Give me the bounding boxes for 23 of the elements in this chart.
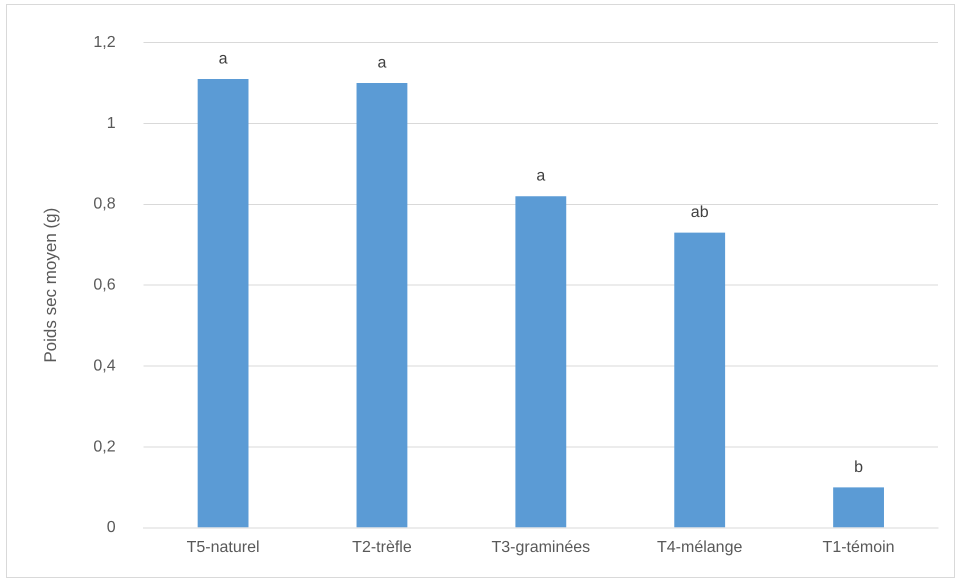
bar bbox=[674, 232, 726, 528]
x-tick-label: T2-trèfle bbox=[352, 538, 412, 556]
y-tick-label: 0,4 bbox=[93, 357, 116, 374]
x-tick-label: T1-témoin bbox=[822, 538, 895, 556]
x-tick-label: T3-graminées bbox=[491, 538, 590, 556]
y-tick-label: 1 bbox=[106, 114, 116, 132]
y-tick-label: 0,6 bbox=[93, 276, 116, 294]
annotation: a bbox=[218, 50, 228, 68]
bar bbox=[198, 78, 248, 528]
bar bbox=[356, 83, 408, 528]
annotation: a bbox=[377, 54, 386, 72]
y-tick-label: 0 bbox=[106, 519, 116, 536]
annotation: a bbox=[536, 168, 546, 185]
annotation: b bbox=[854, 458, 864, 476]
y-tick-label: 1,2 bbox=[93, 34, 116, 52]
x-tick-label: T4-mélange bbox=[657, 538, 742, 556]
y-tick-label: 0,2 bbox=[93, 438, 116, 456]
bar bbox=[833, 487, 884, 528]
y-axis-title: Poids sec moyen (g) bbox=[40, 208, 60, 363]
y-tick-label: 0,8 bbox=[93, 196, 116, 213]
bar bbox=[515, 196, 566, 528]
annotation: ab bbox=[690, 204, 709, 222]
x-tick-label: T5-naturel bbox=[186, 538, 260, 556]
